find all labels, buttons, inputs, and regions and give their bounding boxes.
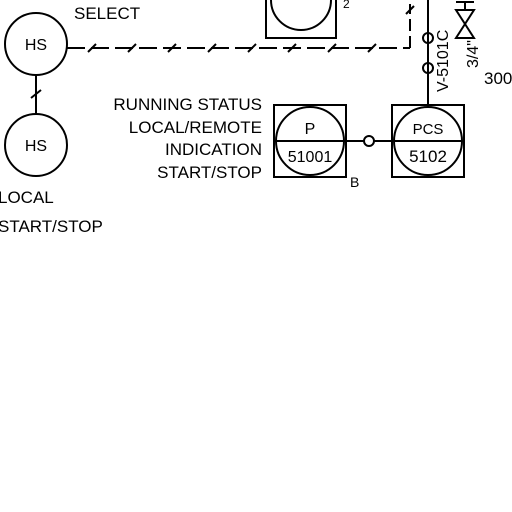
- p-pcs-connector: [346, 135, 392, 147]
- p-51001-instrument: P 51001: [273, 104, 347, 178]
- top-instrument-partial: [265, 0, 337, 39]
- partial-number-label: 300: [484, 69, 512, 88]
- electrical-signal-line: [67, 4, 415, 53]
- start-stop-label: START/STOP: [157, 163, 262, 182]
- valve-tag-label: V-5101C: [435, 30, 452, 92]
- pcs-vertical-line: [422, 0, 434, 105]
- hs-connector: [30, 75, 42, 114]
- valve-symbol: [454, 1, 476, 39]
- p-letter: P: [305, 121, 316, 138]
- select-label: SELECT: [74, 4, 140, 23]
- b-marker-label: B: [350, 174, 359, 190]
- p-number: 51001: [288, 149, 333, 166]
- local-start-stop-label: START/STOP: [0, 217, 103, 236]
- small-mark-label: 2: [343, 0, 350, 11]
- valve-size-label: 3/4": [465, 40, 482, 68]
- pcs-5102-instrument: PCS 5102: [391, 104, 465, 178]
- hs-bottom-bubble: HS: [4, 113, 68, 177]
- pcs-number: 5102: [409, 147, 447, 166]
- hs-top-tag: HS: [25, 37, 47, 54]
- pcs-letter: PCS: [413, 121, 444, 138]
- hs-top-bubble: HS: [4, 12, 68, 76]
- running-status-label: RUNNING STATUS: [113, 95, 262, 114]
- local-remote-label: LOCAL/REMOTE: [129, 118, 262, 137]
- hs-bottom-tag: HS: [25, 138, 47, 155]
- indication-label: INDICATION: [165, 140, 262, 159]
- local-label: LOCAL: [0, 188, 54, 207]
